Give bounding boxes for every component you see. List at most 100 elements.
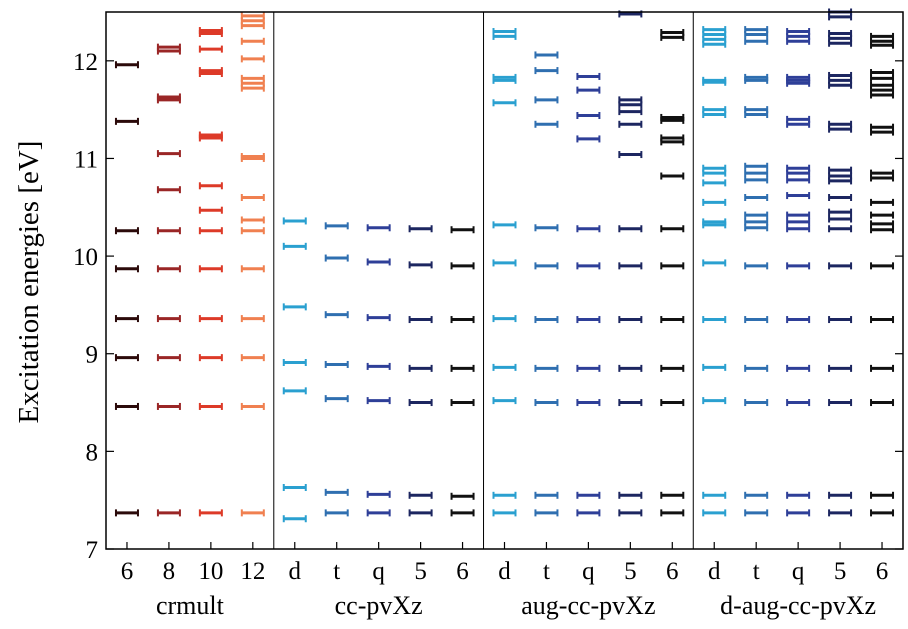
level-marker <box>450 399 475 407</box>
level-marker <box>660 316 685 324</box>
level-marker <box>114 315 139 323</box>
level-marker <box>576 509 601 517</box>
level-marker <box>828 172 853 180</box>
level-marker <box>408 225 433 233</box>
level-marker <box>870 32 895 40</box>
level-marker <box>702 259 727 267</box>
level-marker <box>282 359 307 367</box>
level-marker <box>240 17 265 25</box>
level-marker <box>828 76 853 84</box>
level-marker <box>786 399 811 407</box>
level-marker <box>870 226 895 234</box>
level-marker <box>492 397 517 405</box>
level-marker <box>618 316 643 324</box>
level-marker <box>240 74 265 82</box>
level-marker <box>618 509 643 517</box>
x-tick-label: 6 <box>456 558 469 585</box>
level-marker <box>576 399 601 407</box>
x-tick-label: 5 <box>414 558 427 585</box>
level-marker <box>702 397 727 405</box>
level-marker <box>534 364 559 372</box>
level-marker <box>240 354 265 362</box>
level-marker <box>156 509 181 517</box>
x-tick-label: 10 <box>198 558 223 585</box>
level-marker <box>366 362 391 370</box>
level-marker <box>618 120 643 128</box>
level-marker <box>156 315 181 323</box>
x-tick-label: 6 <box>666 558 679 585</box>
level-marker <box>828 215 853 223</box>
level-marker <box>198 509 223 517</box>
level-marker <box>450 262 475 270</box>
level-marker <box>618 108 643 116</box>
level-marker <box>534 67 559 75</box>
level-marker <box>240 37 265 45</box>
level-marker <box>450 226 475 234</box>
level-marker <box>366 490 391 498</box>
level-marker <box>870 220 895 228</box>
level-marker <box>744 211 769 219</box>
level-marker <box>828 29 853 37</box>
level-marker <box>870 81 895 89</box>
level-marker <box>828 177 853 185</box>
level-marker <box>534 51 559 59</box>
y-tick-label: 11 <box>74 146 98 173</box>
level-marker <box>870 174 895 182</box>
level-marker <box>492 491 517 499</box>
level-marker <box>870 364 895 372</box>
level-marker <box>744 26 769 34</box>
level-marker <box>702 111 727 119</box>
level-marker <box>156 227 181 235</box>
level-marker <box>282 303 307 311</box>
level-marker <box>702 26 727 34</box>
group-label: d-aug-cc-pvXz <box>720 591 876 620</box>
level-marker <box>786 164 811 172</box>
x-tick-label: t <box>753 558 760 585</box>
level-marker <box>492 99 517 107</box>
level-marker <box>744 399 769 407</box>
level-marker <box>828 194 853 202</box>
level-marker <box>786 211 811 219</box>
level-marker <box>870 69 895 77</box>
level-marker <box>786 218 811 226</box>
level-marker <box>198 315 223 323</box>
level-marker <box>534 399 559 407</box>
data-marks <box>114 8 895 523</box>
level-marker <box>198 265 223 273</box>
level-marker <box>408 509 433 517</box>
level-marker <box>660 33 685 41</box>
level-marker <box>786 192 811 200</box>
y-tick-label: 9 <box>86 342 99 369</box>
level-marker <box>828 120 853 128</box>
level-marker <box>534 224 559 232</box>
level-marker <box>660 225 685 233</box>
level-marker <box>408 491 433 499</box>
level-marker <box>240 315 265 323</box>
level-marker <box>534 96 559 104</box>
level-marker <box>534 120 559 128</box>
level-marker <box>156 265 181 273</box>
level-marker <box>828 34 853 42</box>
level-marker <box>282 515 307 523</box>
level-marker <box>282 242 307 250</box>
x-tick-label: 8 <box>163 558 176 585</box>
level-marker <box>282 387 307 395</box>
level-marker <box>786 37 811 45</box>
level-marker <box>450 509 475 517</box>
level-marker <box>534 262 559 270</box>
level-marker <box>828 39 853 47</box>
level-marker <box>576 135 601 143</box>
level-marker <box>702 40 727 48</box>
level-marker <box>324 360 349 368</box>
level-marker <box>156 43 181 51</box>
level-marker <box>114 265 139 273</box>
level-marker <box>240 153 265 161</box>
level-marker <box>366 509 391 517</box>
level-marker <box>450 316 475 324</box>
level-marker <box>702 509 727 517</box>
x-tick-label: 5 <box>834 558 847 585</box>
level-marker <box>618 399 643 407</box>
level-marker <box>534 316 559 324</box>
level-marker <box>786 262 811 270</box>
level-marker <box>324 254 349 262</box>
